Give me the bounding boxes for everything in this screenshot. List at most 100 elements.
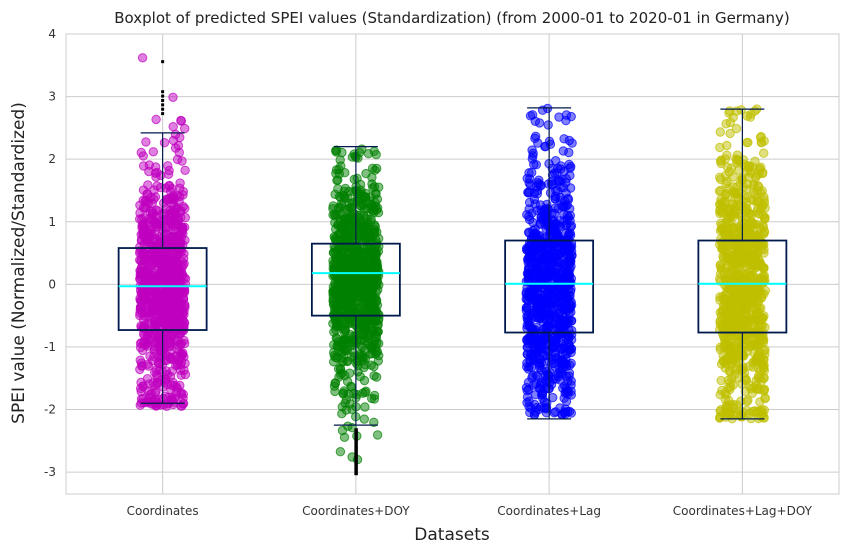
- data-point: [521, 294, 531, 304]
- data-point: [716, 311, 727, 322]
- data-point: [340, 398, 350, 408]
- data-point: [172, 360, 183, 370]
- data-point: [557, 247, 567, 257]
- data-point: [561, 115, 571, 126]
- data-point: [180, 123, 190, 134]
- data-point: [354, 231, 364, 241]
- x-tick-label: Coordinates+Lag: [497, 504, 601, 518]
- data-point: [723, 252, 733, 262]
- data-point: [525, 111, 536, 121]
- data-point: [159, 208, 170, 218]
- data-point: [736, 285, 747, 296]
- data-point: [170, 208, 181, 218]
- data-point: [136, 147, 147, 158]
- data-point: [335, 447, 346, 457]
- outlier-marker: [161, 94, 165, 98]
- data-point: [730, 189, 740, 199]
- data-point: [359, 333, 370, 343]
- data-point: [730, 208, 741, 218]
- data-point: [164, 181, 174, 191]
- data-point: [566, 161, 576, 172]
- data-point: [725, 128, 735, 139]
- outlier-marker: [161, 98, 165, 102]
- data-point: [523, 271, 533, 281]
- data-point: [715, 127, 725, 137]
- data-point: [758, 210, 768, 221]
- outlier-marker: [161, 103, 165, 107]
- data-point: [156, 346, 167, 356]
- data-point: [141, 137, 151, 147]
- data-point: [550, 340, 561, 350]
- data-point: [758, 272, 769, 283]
- data-point: [726, 243, 737, 254]
- data-point: [371, 247, 381, 258]
- data-point: [731, 123, 742, 134]
- points-0: [135, 53, 191, 411]
- data-point: [151, 254, 162, 265]
- x-tick-label: Coordinates: [127, 504, 199, 518]
- data-point: [369, 146, 379, 157]
- outlier-marker: [161, 107, 165, 111]
- data-point: [562, 219, 572, 230]
- data-point: [714, 413, 725, 423]
- data-point: [759, 148, 769, 158]
- data-point: [159, 290, 170, 300]
- data-point: [720, 293, 730, 304]
- data-point: [361, 168, 371, 179]
- data-point: [724, 284, 734, 294]
- data-point: [135, 355, 146, 365]
- data-point: [543, 333, 554, 343]
- data-point: [720, 229, 730, 240]
- data-point: [165, 310, 176, 320]
- data-point: [330, 233, 340, 244]
- data-point: [330, 378, 340, 388]
- data-point: [531, 370, 541, 380]
- data-point: [532, 189, 542, 199]
- data-point: [534, 383, 545, 394]
- data-point: [540, 141, 550, 152]
- data-point: [736, 301, 747, 311]
- data-point: [759, 385, 769, 395]
- data-point: [355, 216, 365, 226]
- data-point: [745, 112, 755, 122]
- data-point: [163, 169, 174, 180]
- data-point: [550, 194, 561, 204]
- data-point: [755, 397, 765, 407]
- data-point: [566, 344, 577, 354]
- data-point: [564, 331, 574, 342]
- data-point: [337, 201, 347, 211]
- data-point: [146, 397, 156, 407]
- data-point: [372, 275, 382, 286]
- data-point: [725, 377, 736, 388]
- data-point: [175, 178, 185, 188]
- data-point: [716, 375, 726, 386]
- data-point: [748, 219, 758, 229]
- data-point: [329, 357, 339, 367]
- y-tick-label: 4: [48, 27, 56, 41]
- box: [504, 239, 595, 334]
- data-point: [716, 197, 727, 207]
- data-point: [135, 308, 145, 318]
- data-point: [754, 182, 764, 192]
- data-point: [545, 265, 556, 275]
- data-point: [137, 53, 148, 63]
- data-point: [371, 372, 382, 382]
- data-point: [550, 407, 561, 417]
- data-point: [372, 430, 383, 440]
- data-point: [138, 393, 148, 404]
- data-point: [545, 188, 556, 198]
- data-point: [745, 258, 755, 268]
- data-point: [156, 182, 166, 193]
- data-point: [155, 305, 166, 316]
- data-point: [728, 172, 738, 182]
- data-point: [168, 92, 178, 103]
- data-point: [343, 214, 353, 224]
- data-point: [157, 334, 167, 345]
- data-point: [753, 248, 763, 258]
- data-point: [150, 388, 160, 398]
- data-point: [371, 189, 381, 199]
- plot-area: -3 -2 -1 0 1 2 3 4 Coordinates Coordinates+DOY Coo…: [44, 27, 840, 518]
- data-point: [370, 255, 380, 266]
- data-point: [178, 389, 189, 399]
- data-point: [736, 105, 746, 115]
